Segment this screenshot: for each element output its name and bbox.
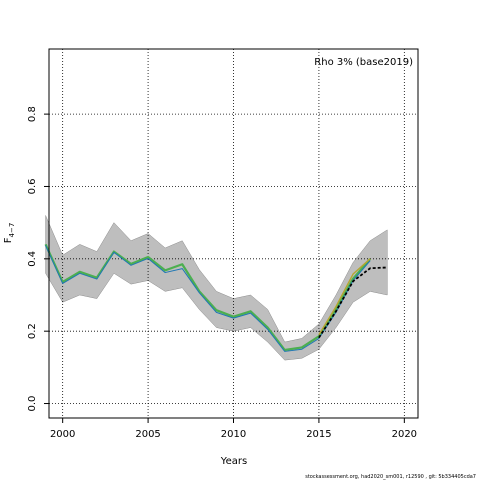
series-layer	[44, 243, 388, 352]
y-tick-label: 0.0	[27, 396, 38, 412]
footer-note: stockassessment.org, had2020_sm001, r125…	[305, 474, 476, 480]
confidence-band-layer	[45, 215, 388, 361]
x-tick-label: 2000	[50, 429, 75, 440]
y-tick-label: 0.6	[27, 179, 38, 195]
x-axis-title: Years	[220, 456, 247, 467]
series-line-2	[45, 245, 371, 352]
y-axis-title-subscript: 4−7	[8, 223, 16, 238]
y-tick-label: 0.4	[27, 251, 38, 267]
series-line-3	[318, 258, 371, 336]
y-axis-title: F4−7	[3, 223, 16, 244]
prediction-line	[318, 266, 388, 339]
y-axis-title-main: F	[3, 237, 14, 243]
x-tick-label: 2010	[221, 429, 246, 440]
confidence-band	[45, 215, 388, 361]
ticks-layer: 2000 2005 2010 2015 2020 0.0 0.2 0.4 0.6 0.8	[27, 106, 417, 440]
plot-frame	[48, 48, 419, 419]
x-tick-label: 2005	[135, 429, 160, 440]
x-tick-label: 2015	[306, 429, 331, 440]
series-line-1	[44, 243, 372, 352]
grid-layer	[49, 49, 418, 418]
y-tick-label: 0.2	[27, 323, 38, 339]
legend-label: Rho 3% (base2019)	[314, 57, 413, 68]
x-tick-label: 2020	[392, 429, 417, 440]
y-tick-label: 0.8	[27, 106, 38, 122]
